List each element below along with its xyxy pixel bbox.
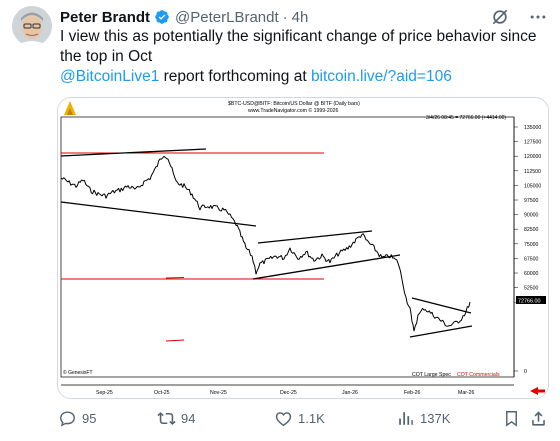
tweet-text-mid: report forthcoming at bbox=[159, 68, 311, 85]
avatar[interactable] bbox=[12, 6, 52, 46]
y-tick-label: 75000 bbox=[524, 242, 539, 248]
views-count: 137K bbox=[420, 411, 451, 426]
share-icon bbox=[532, 411, 545, 426]
bookmark-icon bbox=[506, 411, 517, 427]
reply-icon bbox=[60, 411, 75, 427]
like-button[interactable]: 1.1K bbox=[274, 409, 325, 428]
tweet-text: I view this as potentially the significa… bbox=[60, 27, 544, 87]
heart-icon bbox=[275, 412, 292, 427]
verified-badge-icon bbox=[154, 9, 170, 25]
views-button[interactable]: 137K bbox=[396, 409, 450, 428]
chart-watermark: © GenesisFT bbox=[63, 369, 93, 376]
author-handle[interactable]: @PeterLBrandt bbox=[175, 8, 279, 26]
chart-header-title: $BTC-USD@BITF: Bitcoin/US Dollar @ BITF … bbox=[228, 101, 360, 107]
share-button[interactable] bbox=[529, 409, 548, 428]
tradenavigator-logo-icon bbox=[64, 101, 76, 115]
red-tick-1 bbox=[165, 277, 185, 279]
x-tick-label: Jan-26 bbox=[342, 390, 358, 396]
tweet-timestamp[interactable]: 4h bbox=[291, 8, 309, 26]
url-link[interactable]: bitcoin.live/?aid=106 bbox=[310, 68, 452, 85]
y-tick-label: 105000 bbox=[524, 183, 541, 189]
tweet-media[interactable]: $BTC-USD@BITF: Bitcoin/US Dollar @ BITF … bbox=[57, 97, 549, 399]
scroll-right-arrow-icon[interactable] bbox=[530, 387, 538, 395]
trendline-top bbox=[60, 148, 207, 157]
x-tick-label: Oct-25 bbox=[154, 390, 170, 396]
y-tick-label: 82500 bbox=[524, 227, 539, 233]
repost-icon bbox=[157, 412, 176, 425]
repost-button[interactable]: 94 bbox=[157, 409, 195, 428]
price-chart: $BTC-USD@BITF: Bitcoin/US Dollar @ BITF … bbox=[58, 98, 548, 398]
more-options-icon[interactable] bbox=[528, 7, 548, 27]
chart-header-copyright: www.TradeNavigator.com © 1999-2026 bbox=[248, 107, 339, 114]
x-tick-label: Mar-26 bbox=[458, 390, 475, 396]
x-tick-label: Feb-26 bbox=[404, 390, 421, 396]
x-tick-label: Sep-25 bbox=[96, 390, 113, 396]
trendline-lower bbox=[60, 201, 257, 227]
tweet-text-line: I view this as potentially the significa… bbox=[60, 28, 537, 65]
y-tick-label: 127500 bbox=[524, 140, 541, 146]
bookmark-button[interactable] bbox=[502, 409, 521, 428]
y-tick-label: 135000 bbox=[524, 125, 541, 131]
separator-dot: · bbox=[282, 8, 288, 26]
price-bars bbox=[60, 155, 471, 332]
svg-text:72766.00: 72766.00 bbox=[518, 299, 540, 305]
y-tick-label: 120000 bbox=[524, 154, 541, 160]
x-axis-labels: Sep-25 Oct-25 Nov-25 Dec-25 Jan-26 Feb-26 Mar-… bbox=[96, 390, 475, 396]
y-tick-label: 60000 bbox=[524, 271, 539, 277]
chart-quote: 3/4/26 08:45 = 72766.00 (+4414.00) bbox=[426, 115, 506, 121]
author-name[interactable]: Peter Brandt bbox=[60, 8, 151, 26]
pennant-lower bbox=[409, 325, 473, 338]
current-price-tag: 72766.00 bbox=[516, 296, 546, 305]
reply-count: 95 bbox=[82, 411, 97, 426]
y-tick-label: 97500 bbox=[524, 198, 539, 204]
red-tick-2 bbox=[165, 339, 185, 342]
flag-lower bbox=[252, 254, 401, 280]
grok-icon[interactable] bbox=[490, 7, 510, 27]
repost-count: 94 bbox=[181, 411, 196, 426]
x-tick-label: Nov-25 bbox=[210, 390, 227, 396]
tweet-text-line-2: @BitcoinLive1 report forthcoming at bitc… bbox=[60, 67, 544, 87]
y-tick-label: 0 bbox=[524, 369, 527, 375]
cot-large-spec-label: COT Large Spec bbox=[412, 372, 451, 378]
views-icon bbox=[399, 412, 413, 425]
x-tick-label: Dec-25 bbox=[280, 390, 297, 396]
y-tick-label: 52500 bbox=[524, 286, 539, 292]
y-tick-label: 67500 bbox=[524, 256, 539, 262]
tweet-header: Peter Brandt @PeterLBrandt · 4h bbox=[60, 7, 548, 27]
pennant-upper bbox=[411, 297, 472, 314]
reply-button[interactable]: 95 bbox=[58, 409, 96, 428]
action-bar: 95 94 1.1K 137K bbox=[58, 409, 548, 429]
cot-commercials-label: COT Commercials bbox=[457, 372, 500, 378]
y-tick-label: 112500 bbox=[524, 169, 541, 175]
mention-link[interactable]: @BitcoinLive1 bbox=[60, 68, 160, 85]
scroll-right-arrow-tail[interactable] bbox=[537, 389, 545, 393]
flag-upper bbox=[257, 230, 373, 244]
y-tick-label: 90000 bbox=[524, 213, 539, 219]
like-count: 1.1K bbox=[298, 411, 325, 426]
